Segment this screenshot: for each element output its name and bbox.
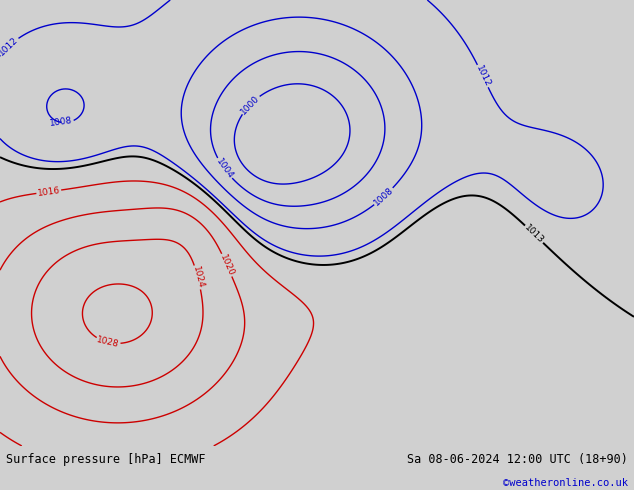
Text: 1000: 1000 [239, 93, 261, 116]
Text: Sa 08-06-2024 12:00 UTC (18+90): Sa 08-06-2024 12:00 UTC (18+90) [407, 453, 628, 466]
Text: 1020: 1020 [218, 253, 236, 277]
Text: 1024: 1024 [191, 265, 205, 290]
Text: 1013: 1013 [522, 223, 545, 245]
Text: 1012: 1012 [474, 64, 492, 88]
Text: Surface pressure [hPa] ECMWF: Surface pressure [hPa] ECMWF [6, 453, 206, 466]
Text: 1004: 1004 [214, 157, 235, 180]
Text: 1008: 1008 [372, 186, 396, 208]
Text: 1012: 1012 [0, 35, 20, 57]
Text: ©weatheronline.co.uk: ©weatheronline.co.uk [503, 478, 628, 489]
Text: 1028: 1028 [96, 335, 120, 349]
Text: 1008: 1008 [49, 116, 74, 128]
Text: 1016: 1016 [37, 186, 61, 198]
